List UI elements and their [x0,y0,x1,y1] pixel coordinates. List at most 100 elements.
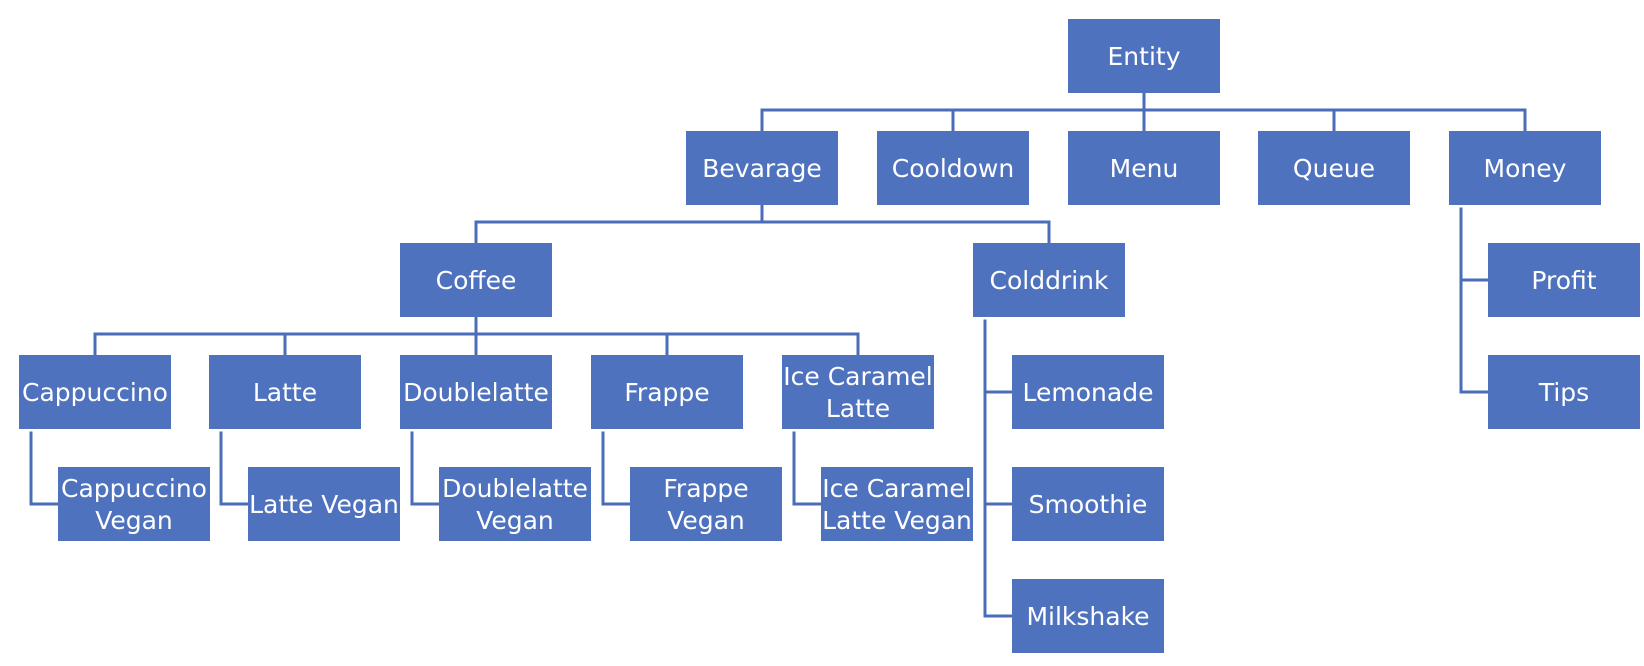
node-label-line: Doublelatte [442,474,588,503]
node-label-line: Queue [1293,154,1375,183]
node-label-line: Coffee [436,266,517,295]
node-smoothie: Smoothie [1012,467,1164,541]
node-milkshake: Milkshake [1012,579,1164,653]
node-label: Profit [1531,266,1596,295]
node-doublelatte-vegan: Doublelatte Vegan [439,467,591,541]
node-label: Cappuccino [22,378,168,407]
node-label-line: Frappe [663,474,748,503]
node-box [973,243,1125,317]
diagram-nodes: Entity Bevarage Cooldown Menu Queue Money Coff… [19,19,1640,653]
node-cappuccino: Cappuccino [19,355,171,429]
node-label-line: Tips [1538,378,1589,407]
node-box [1449,131,1601,205]
node-label: Queue [1293,154,1375,183]
node-label: Ice Caramel Latte [783,362,933,423]
node-label-line: Vegan [667,506,745,535]
node-box [1068,131,1220,205]
node-label: Bevarage [702,154,822,183]
node-label-line: Latte Vegan [822,506,972,535]
node-box [877,131,1029,205]
node-label: Tips [1538,378,1589,407]
node-label-line: Ice Caramel [822,474,972,503]
node-queue: Queue [1258,131,1410,205]
node-cooldown: Cooldown [877,131,1029,205]
node-entity: Entity [1068,19,1220,93]
node-label-line: Lemonade [1023,378,1154,407]
node-label-line: Frappe [624,378,709,407]
node-box [439,467,591,541]
node-box [782,355,934,429]
node-label: Cooldown [892,154,1014,183]
node-box [1012,355,1164,429]
node-label: Frappe Vegan [663,474,748,535]
node-label-line: Bevarage [702,154,822,183]
node-label: Colddrink [990,266,1110,295]
node-latte-vegan: Latte Vegan [248,467,400,541]
node-label: Doublelatte Vegan [442,474,588,535]
node-menu: Menu [1068,131,1220,205]
node-box [686,131,838,205]
node-box [630,467,782,541]
node-label: Money [1484,154,1567,183]
node-box [400,243,552,317]
node-label-line: Smoothie [1029,490,1148,519]
node-bevarage: Bevarage [686,131,838,205]
node-label: Frappe [624,378,709,407]
node-money: Money [1449,131,1601,205]
node-label-line: Latte Vegan [249,490,399,519]
node-label-line: Entity [1108,42,1181,71]
node-box [1488,243,1640,317]
node-profit: Profit [1488,243,1640,317]
node-lemonade: Lemonade [1012,355,1164,429]
node-label-line: Latte [826,394,890,423]
node-coffee: Coffee [400,243,552,317]
node-box [58,467,210,541]
node-label-line: Menu [1110,154,1179,183]
node-label-line: Cooldown [892,154,1014,183]
node-label-line: Money [1484,154,1567,183]
node-frappe-vegan: Frappe Vegan [630,467,782,541]
node-label-line: Ice Caramel [783,362,933,391]
node-label-line: Milkshake [1026,602,1149,631]
node-label: Smoothie [1029,490,1148,519]
node-label: Latte Vegan [249,490,399,519]
node-label-line: Doublelatte [403,378,549,407]
node-box [209,355,361,429]
node-label-line: Vegan [476,506,554,535]
node-label: Menu [1110,154,1179,183]
node-ice-caramel-latte-vegan: Ice Caramel Latte Vegan [821,467,973,541]
node-ice-caramel-latte: Ice Caramel Latte [782,355,934,429]
node-box [1488,355,1640,429]
node-frappe: Frappe [591,355,743,429]
node-box [591,355,743,429]
node-box [400,355,552,429]
node-label: Latte [253,378,317,407]
node-label: Cappuccino Vegan [61,474,207,535]
node-doublelatte: Doublelatte [400,355,552,429]
node-label-line: Latte [253,378,317,407]
node-box [1012,467,1164,541]
node-box [1068,19,1220,93]
node-colddrink: Colddrink [973,243,1125,317]
node-label: Milkshake [1026,602,1149,631]
node-label: Lemonade [1023,378,1154,407]
connector-lines [29,91,1527,618]
node-label-line: Vegan [95,506,173,535]
node-latte: Latte [209,355,361,429]
node-box [1012,579,1164,653]
node-label: Ice Caramel Latte Vegan [822,474,972,535]
node-box [1258,131,1410,205]
node-box [19,355,171,429]
node-label-line: Cappuccino [61,474,207,503]
node-tips: Tips [1488,355,1640,429]
node-box [248,467,400,541]
node-label: Doublelatte [403,378,549,407]
node-cappuccino-vegan: Cappuccino Vegan [58,467,210,541]
node-label: Coffee [436,266,517,295]
node-label-line: Cappuccino [22,378,168,407]
node-label: Entity [1108,42,1181,71]
node-label-line: Colddrink [990,266,1110,295]
node-box [821,467,973,541]
node-label-line: Profit [1531,266,1596,295]
